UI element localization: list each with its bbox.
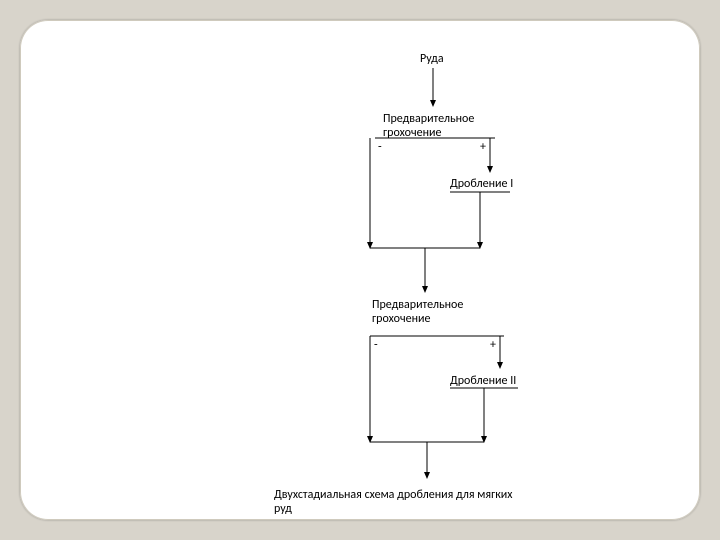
node-minus1: - — [378, 140, 382, 154]
node-crush2: Дробление II — [450, 374, 516, 388]
caption-l1: Двухстадиальная схема дробления для мягк… — [274, 488, 512, 502]
node-screen1-l1: Предварительное — [383, 112, 474, 126]
diagram-panel: Руда Предварительное грохочение - + Дроб… — [20, 20, 700, 520]
node-screen2-l1: Предварительное — [372, 298, 463, 312]
node-plus1: + — [480, 140, 486, 154]
node-screen2-l2: грохочение — [372, 312, 430, 326]
caption-l2: руд — [274, 502, 292, 516]
flowchart-edges — [20, 20, 700, 520]
node-plus2: + — [490, 338, 496, 352]
node-ore: Руда — [420, 52, 444, 66]
node-screen1-l2: грохочение — [383, 126, 441, 140]
node-crush1: Дробление I — [450, 177, 513, 191]
node-minus2: - — [374, 338, 378, 352]
